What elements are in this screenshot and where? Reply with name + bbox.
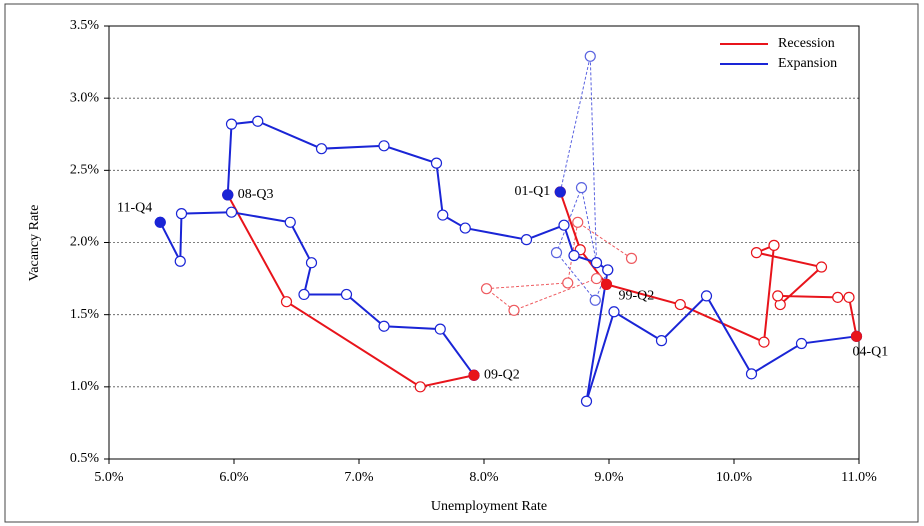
annotation: 04-Q1 <box>853 345 889 360</box>
point <box>378 140 390 152</box>
point <box>562 277 574 289</box>
annotation-point <box>222 189 234 201</box>
point <box>252 115 264 127</box>
x-tick-label: 11.0% <box>841 470 877 485</box>
annotation: 01-Q1 <box>514 184 550 199</box>
annotation: 09-Q2 <box>484 368 520 383</box>
point <box>430 157 443 169</box>
y-tick-label: 3.0% <box>70 90 100 105</box>
point <box>843 291 855 303</box>
annotation: 99-Q2 <box>619 289 655 304</box>
annotation: 11-Q4 <box>117 201 152 216</box>
annotation-point <box>468 369 480 381</box>
point <box>590 272 603 285</box>
y-tick-label: 1.5% <box>70 307 100 322</box>
x-tick-label: 10.0% <box>716 470 753 485</box>
annotation: 08-Q3 <box>238 187 274 202</box>
point <box>520 234 533 246</box>
point <box>558 219 570 231</box>
point <box>590 257 603 269</box>
point <box>508 304 520 316</box>
point <box>437 209 449 221</box>
point <box>225 206 238 218</box>
y-tick-label: 2.0% <box>70 235 100 250</box>
y-tick-label: 3.5% <box>70 18 100 33</box>
point <box>625 252 638 264</box>
x-tick-label: 5.0% <box>94 470 124 485</box>
point <box>280 296 293 308</box>
point <box>378 320 390 332</box>
point <box>758 336 770 348</box>
series-line <box>485 221 632 311</box>
point <box>580 395 593 407</box>
point <box>550 247 563 259</box>
point <box>674 298 686 311</box>
point <box>315 143 328 155</box>
point <box>768 239 780 251</box>
point <box>575 182 588 194</box>
point <box>414 381 426 393</box>
point <box>175 208 188 220</box>
point <box>298 288 310 301</box>
annotation-point <box>601 278 612 290</box>
y-tick-label: 0.5% <box>70 451 100 466</box>
x-tick-label: 7.0% <box>344 470 374 485</box>
x-tick-label: 8.0% <box>469 470 499 485</box>
point <box>832 291 844 303</box>
plot-area <box>108 25 860 460</box>
point <box>340 288 353 301</box>
point <box>655 335 668 347</box>
legend-label: Recession <box>778 36 835 51</box>
annotation-point <box>554 186 566 198</box>
point <box>584 50 596 62</box>
legend-label: Expansion <box>778 56 837 71</box>
point <box>480 283 493 295</box>
point <box>602 264 614 276</box>
point <box>225 118 238 130</box>
point <box>459 222 471 234</box>
point <box>174 255 186 267</box>
annotation-point <box>154 216 166 228</box>
point <box>750 247 763 259</box>
point <box>434 323 446 335</box>
y-tick-label: 1.0% <box>70 379 100 394</box>
point <box>608 306 620 318</box>
x-axis-label: Unemployment Rate <box>431 499 547 514</box>
point <box>795 337 808 350</box>
annotation-point <box>851 330 862 342</box>
y-tick-label: 2.5% <box>70 163 100 178</box>
point <box>305 257 318 269</box>
point <box>815 261 828 273</box>
series-line <box>226 191 858 388</box>
frame <box>4 3 919 523</box>
point <box>589 294 601 306</box>
point <box>284 216 296 228</box>
x-tick-label: 9.0% <box>594 470 624 485</box>
point <box>772 290 784 302</box>
point <box>572 216 584 228</box>
point <box>700 290 713 302</box>
x-tick-label: 6.0% <box>219 470 249 485</box>
y-axis-label: Vacancy Rate <box>27 205 42 282</box>
point <box>568 249 580 262</box>
point <box>745 368 758 380</box>
